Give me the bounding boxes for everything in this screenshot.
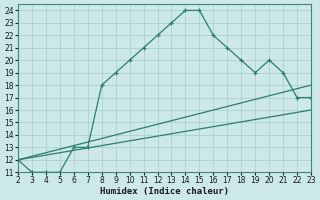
X-axis label: Humidex (Indice chaleur): Humidex (Indice chaleur) — [100, 187, 229, 196]
